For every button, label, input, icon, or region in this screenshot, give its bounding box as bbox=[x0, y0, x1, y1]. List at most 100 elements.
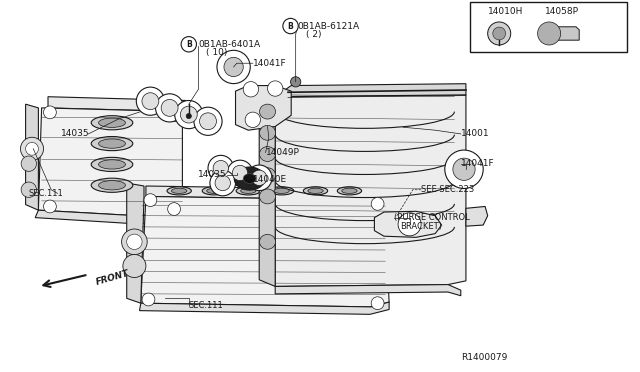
Ellipse shape bbox=[371, 198, 384, 210]
Ellipse shape bbox=[26, 142, 38, 155]
Ellipse shape bbox=[181, 36, 196, 52]
Ellipse shape bbox=[99, 180, 125, 190]
Ellipse shape bbox=[269, 187, 294, 195]
Ellipse shape bbox=[213, 160, 228, 176]
Polygon shape bbox=[26, 104, 38, 210]
Text: 14058P: 14058P bbox=[545, 7, 579, 16]
Ellipse shape bbox=[246, 165, 272, 190]
Ellipse shape bbox=[92, 137, 133, 151]
Ellipse shape bbox=[243, 174, 256, 183]
Ellipse shape bbox=[260, 234, 275, 249]
Text: BRACKET): BRACKET) bbox=[400, 222, 442, 231]
Ellipse shape bbox=[337, 187, 362, 195]
Ellipse shape bbox=[252, 170, 267, 186]
Ellipse shape bbox=[208, 155, 234, 181]
Polygon shape bbox=[127, 183, 144, 303]
Ellipse shape bbox=[260, 104, 275, 119]
Ellipse shape bbox=[20, 137, 44, 160]
Polygon shape bbox=[48, 97, 186, 112]
Polygon shape bbox=[236, 86, 291, 130]
Ellipse shape bbox=[44, 200, 56, 213]
Ellipse shape bbox=[291, 77, 301, 87]
Ellipse shape bbox=[175, 100, 203, 129]
Text: B: B bbox=[186, 40, 191, 49]
Polygon shape bbox=[374, 211, 442, 237]
Ellipse shape bbox=[453, 158, 475, 180]
Ellipse shape bbox=[260, 147, 275, 161]
Ellipse shape bbox=[180, 106, 197, 123]
Ellipse shape bbox=[21, 156, 36, 171]
Ellipse shape bbox=[168, 203, 180, 215]
Ellipse shape bbox=[136, 87, 164, 115]
Text: 0B1AB-6121A: 0B1AB-6121A bbox=[298, 22, 360, 31]
Ellipse shape bbox=[342, 188, 357, 193]
Text: R1400079: R1400079 bbox=[461, 353, 507, 362]
Polygon shape bbox=[38, 108, 182, 216]
Ellipse shape bbox=[224, 57, 243, 77]
Ellipse shape bbox=[127, 234, 142, 250]
Ellipse shape bbox=[142, 93, 159, 110]
Ellipse shape bbox=[92, 178, 133, 192]
Ellipse shape bbox=[123, 254, 146, 278]
Text: 14001: 14001 bbox=[461, 129, 490, 138]
Ellipse shape bbox=[445, 150, 483, 189]
Text: 14041F: 14041F bbox=[253, 59, 287, 68]
Ellipse shape bbox=[283, 18, 298, 34]
Ellipse shape bbox=[172, 188, 187, 193]
Text: SEE SEC.223: SEE SEC.223 bbox=[421, 185, 474, 194]
Text: 14040E: 14040E bbox=[253, 175, 287, 184]
Ellipse shape bbox=[260, 189, 275, 204]
Ellipse shape bbox=[488, 22, 511, 45]
Ellipse shape bbox=[200, 113, 216, 130]
Ellipse shape bbox=[241, 188, 256, 193]
Ellipse shape bbox=[308, 188, 323, 193]
Polygon shape bbox=[466, 206, 488, 226]
Ellipse shape bbox=[210, 170, 236, 196]
Ellipse shape bbox=[186, 113, 191, 119]
Polygon shape bbox=[275, 95, 466, 286]
Text: ( 2): ( 2) bbox=[306, 30, 321, 39]
Polygon shape bbox=[146, 186, 384, 200]
Text: 14010H: 14010H bbox=[488, 7, 523, 16]
Text: 14041F: 14041F bbox=[461, 159, 495, 168]
Ellipse shape bbox=[260, 125, 275, 140]
Polygon shape bbox=[141, 196, 389, 307]
Text: 14035: 14035 bbox=[61, 129, 90, 138]
Polygon shape bbox=[275, 84, 466, 97]
Text: 14049P: 14049P bbox=[266, 148, 300, 157]
Ellipse shape bbox=[99, 139, 125, 148]
Ellipse shape bbox=[493, 27, 506, 40]
Ellipse shape bbox=[122, 229, 147, 254]
Ellipse shape bbox=[156, 94, 184, 122]
Ellipse shape bbox=[99, 118, 125, 127]
Ellipse shape bbox=[245, 112, 260, 128]
Ellipse shape bbox=[168, 109, 180, 122]
Ellipse shape bbox=[398, 213, 421, 236]
Text: FRONT: FRONT bbox=[95, 269, 130, 287]
Ellipse shape bbox=[268, 81, 283, 96]
Bar bbox=[470, 2, 627, 52]
Ellipse shape bbox=[92, 116, 133, 130]
Text: ( 10): ( 10) bbox=[206, 48, 227, 57]
Text: SEC.111: SEC.111 bbox=[189, 301, 223, 310]
Text: B: B bbox=[288, 22, 293, 31]
Ellipse shape bbox=[234, 167, 265, 190]
Polygon shape bbox=[140, 302, 389, 314]
Ellipse shape bbox=[161, 99, 178, 116]
Ellipse shape bbox=[144, 194, 157, 206]
Ellipse shape bbox=[207, 188, 222, 193]
Polygon shape bbox=[35, 210, 182, 224]
Ellipse shape bbox=[274, 188, 289, 193]
Ellipse shape bbox=[44, 106, 56, 119]
Polygon shape bbox=[547, 27, 579, 40]
Ellipse shape bbox=[232, 165, 248, 181]
Ellipse shape bbox=[194, 107, 222, 135]
Ellipse shape bbox=[92, 157, 133, 171]
Text: SEC.111: SEC.111 bbox=[29, 189, 63, 198]
Ellipse shape bbox=[167, 187, 191, 195]
Ellipse shape bbox=[371, 297, 384, 310]
Ellipse shape bbox=[99, 160, 125, 169]
Polygon shape bbox=[259, 91, 275, 286]
Ellipse shape bbox=[217, 50, 250, 84]
Text: 14035: 14035 bbox=[198, 170, 227, 179]
